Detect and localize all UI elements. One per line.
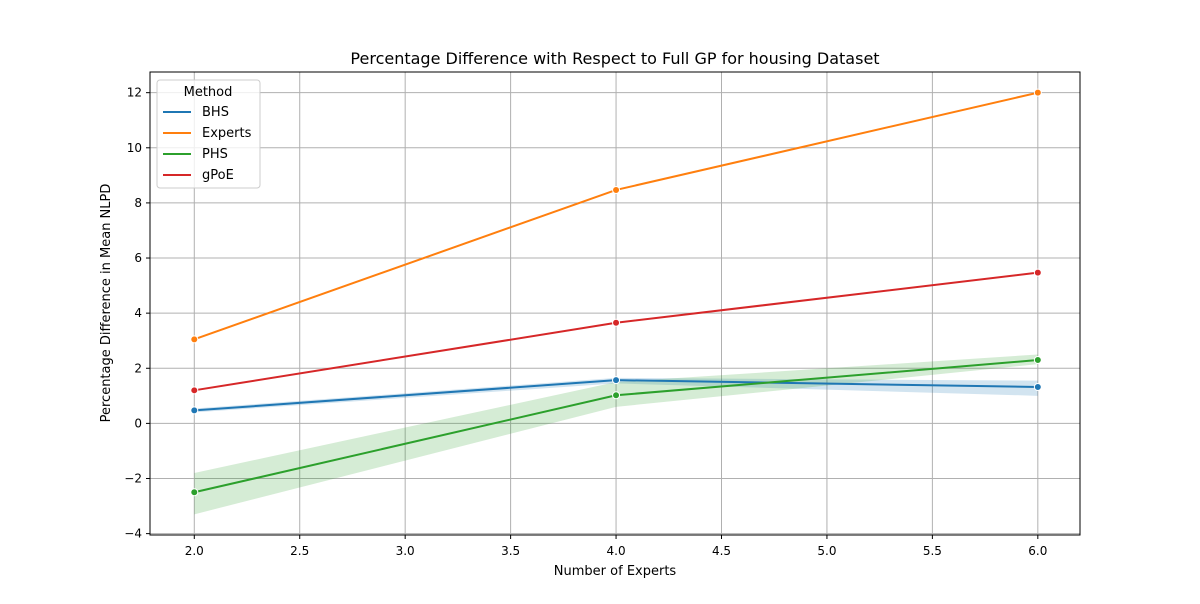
y-tick-label: 6 bbox=[134, 251, 142, 265]
y-tick-label: −4 bbox=[124, 527, 142, 541]
data-point-experts bbox=[612, 185, 621, 194]
legend-label-experts: Experts bbox=[202, 126, 252, 141]
legend-title: Method bbox=[184, 85, 233, 100]
x-tick-label: 2.0 bbox=[185, 544, 204, 558]
x-tick-label: 4.0 bbox=[607, 544, 626, 558]
y-tick-label: 0 bbox=[134, 416, 142, 430]
data-point-experts bbox=[1033, 88, 1042, 97]
x-tick-label: 3.5 bbox=[501, 544, 520, 558]
y-axis-label: Percentage Difference in Mean NLPD bbox=[99, 184, 114, 423]
x-axis-label: Number of Experts bbox=[554, 564, 677, 579]
x-tick-label: 5.5 bbox=[923, 544, 942, 558]
y-tick-label: 12 bbox=[127, 86, 142, 100]
axis-ticks: 2.0 2.5 3.0 3.5 4.0 4.5 5.0 5.5 6.0 −4 −2 0 2 4 6 8 10 12 bbox=[124, 86, 1047, 558]
data-point-bhs bbox=[1033, 383, 1042, 392]
x-tick-label: 2.5 bbox=[290, 544, 309, 558]
legend-label-bhs: BHS bbox=[202, 105, 229, 120]
y-tick-label: 8 bbox=[134, 196, 142, 210]
data-point-phs bbox=[612, 391, 621, 400]
data-point-bhs bbox=[190, 406, 199, 415]
data-point-gpoe bbox=[1033, 268, 1042, 277]
legend-label-phs: PHS bbox=[202, 147, 228, 162]
data-point-gpoe bbox=[612, 318, 621, 327]
confidence-bands bbox=[194, 354, 1038, 515]
x-tick-label: 3.0 bbox=[396, 544, 415, 558]
x-tick-label: 5.0 bbox=[817, 544, 836, 558]
grid bbox=[150, 72, 1080, 535]
confidence-band-phs bbox=[194, 354, 1038, 515]
series-points bbox=[190, 88, 1042, 497]
confidence-band-bhs bbox=[194, 377, 1038, 413]
x-tick-label: 6.0 bbox=[1028, 544, 1047, 558]
legend-entries: BHS Experts PHS gPoE bbox=[163, 105, 252, 183]
chart-title: Percentage Difference with Respect to Fu… bbox=[350, 49, 879, 68]
data-point-gpoe bbox=[190, 386, 199, 395]
y-tick-label: 4 bbox=[134, 306, 142, 320]
legend-label-gpoe: gPoE bbox=[202, 168, 234, 183]
legend: Method BHS Experts PHS gPoE bbox=[156, 79, 261, 189]
data-point-phs bbox=[190, 488, 199, 497]
y-tick-label: 2 bbox=[134, 361, 142, 375]
x-tick-label: 4.5 bbox=[712, 544, 731, 558]
data-point-experts bbox=[190, 335, 199, 344]
y-tick-label: 10 bbox=[127, 141, 142, 155]
data-point-phs bbox=[1033, 355, 1042, 364]
plot-frame bbox=[149, 71, 1081, 536]
y-tick-label: −2 bbox=[124, 472, 142, 486]
data-point-bhs bbox=[612, 376, 621, 385]
legend-box bbox=[156, 79, 261, 189]
